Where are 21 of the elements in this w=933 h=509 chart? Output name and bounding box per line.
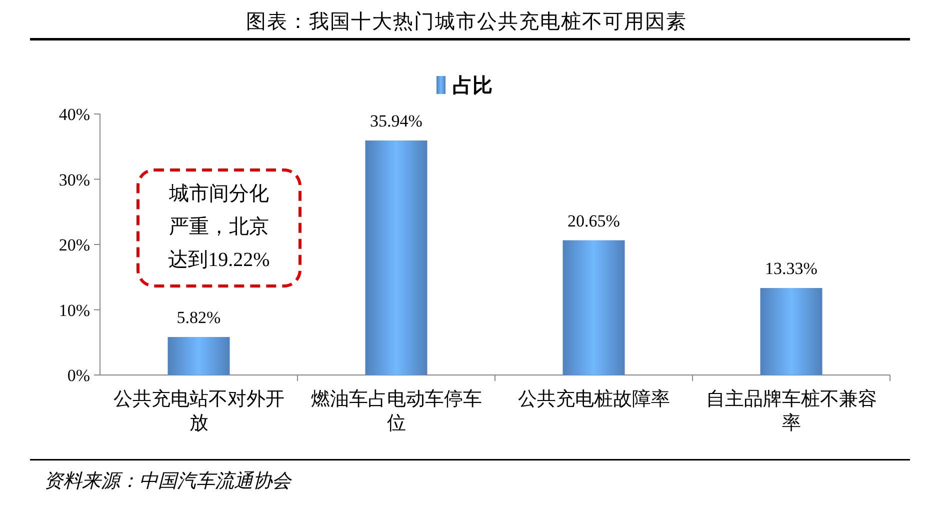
- data-label: 13.33%: [765, 259, 818, 278]
- data-label: 5.82%: [176, 308, 221, 328]
- x-tick-label: 公共充电站不对外开放: [113, 388, 284, 434]
- text: 资料来源：中国汽车流通协会: [44, 470, 293, 492]
- y-tick-label: 20%: [58, 236, 90, 254]
- x-tick-label: 燃油车占电动车停车位: [310, 389, 482, 434]
- bar: [365, 140, 428, 375]
- y-tick-label: 0%: [67, 366, 90, 385]
- y-tick-label: 30%: [58, 170, 90, 190]
- bar: [168, 337, 230, 375]
- y-tick-label: 10%: [58, 300, 90, 320]
- legend-label: 占比: [452, 75, 492, 97]
- x-tick-label: 公共充电桩故障率: [518, 388, 670, 410]
- bar: [760, 288, 822, 375]
- y-tick-label: 40%: [58, 105, 90, 124]
- data-label: 35.94%: [370, 111, 422, 130]
- x-tick-label: 自主品牌车桩不兼容率: [706, 388, 877, 434]
- chart-title: 图表：我国十大热门城市公共充电桩不可用因素: [246, 11, 687, 33]
- bar: [562, 240, 625, 375]
- data-label: 20.65%: [568, 211, 620, 230]
- annotation: 城市间分化严重，北京达到19.22%: [168, 183, 270, 271]
